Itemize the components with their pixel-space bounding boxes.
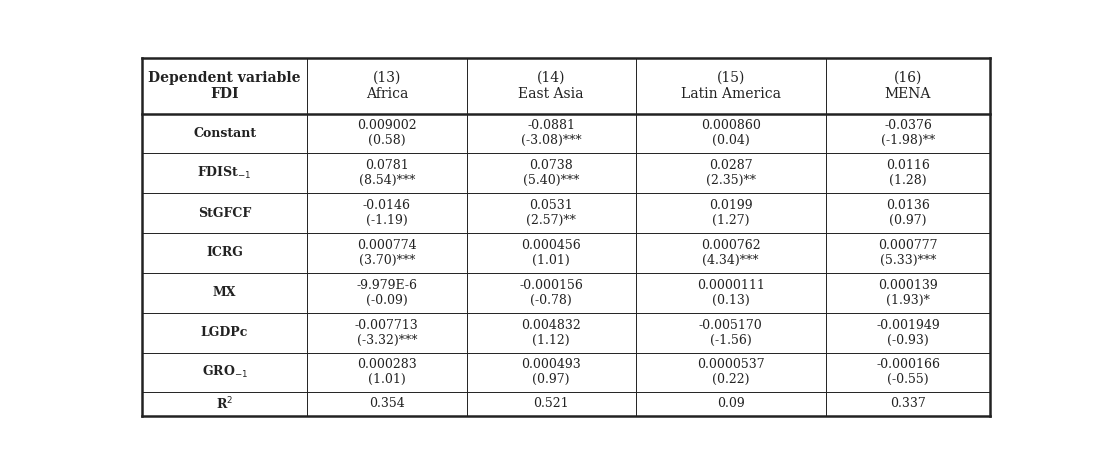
Text: ICRG: ICRG [207,246,243,259]
Text: (15)
Latin America: (15) Latin America [681,71,781,101]
Text: 0.000774
(3.70)***: 0.000774 (3.70)*** [357,239,417,267]
Text: 0.354: 0.354 [369,398,404,410]
Text: 0.000762
(4.34)***: 0.000762 (4.34)*** [701,239,760,267]
Text: -0.0881
(-3.08)***: -0.0881 (-3.08)*** [520,120,581,147]
Text: 0.0287
(2.35)**: 0.0287 (2.35)** [706,159,756,187]
Text: Dependent variable
FDI: Dependent variable FDI [148,71,301,101]
Text: Constant: Constant [193,127,256,140]
Text: 0.000456
(1.01): 0.000456 (1.01) [522,239,581,267]
Text: StGFCF: StGFCF [198,207,251,219]
Text: 0.0136
(0.97): 0.0136 (0.97) [886,199,930,227]
Text: -0.005170
(-1.56): -0.005170 (-1.56) [698,318,762,347]
Text: -0.007713
(-3.32)***: -0.007713 (-3.32)*** [355,318,419,347]
Text: -0.0146
(-1.19): -0.0146 (-1.19) [362,199,411,227]
Text: 0.000777
(5.33)***: 0.000777 (5.33)*** [878,239,938,267]
Text: 0.0531
(2.57)**: 0.0531 (2.57)** [526,199,576,227]
Text: -0.001949
(-0.93): -0.001949 (-0.93) [876,318,940,347]
Text: 0.0199
(1.27): 0.0199 (1.27) [709,199,753,227]
Text: 0.521: 0.521 [534,398,569,410]
Text: 0.000493
(0.97): 0.000493 (0.97) [522,358,581,386]
Text: 0.0000537
(0.22): 0.0000537 (0.22) [697,358,765,386]
Text: 0.0781
(8.54)***: 0.0781 (8.54)*** [359,159,415,187]
Text: -0.000156
(-0.78): -0.000156 (-0.78) [519,279,583,307]
Text: 0.000139
(1.93)*: 0.000139 (1.93)* [878,279,938,307]
Text: 0.009002
(0.58): 0.009002 (0.58) [357,120,417,147]
Text: (13)
Africa: (13) Africa [366,71,408,101]
Text: LGDPc: LGDPc [201,326,249,339]
Text: 0.09: 0.09 [717,398,745,410]
Text: (14)
East Asia: (14) East Asia [518,71,583,101]
Text: R$^{2}$: R$^{2}$ [217,396,233,412]
Text: GRO$_{-1}$: GRO$_{-1}$ [201,364,248,380]
Text: 0.004832
(1.12): 0.004832 (1.12) [522,318,581,347]
Text: 0.0000111
(0.13): 0.0000111 (0.13) [697,279,765,307]
Text: FDISt$_{-1}$: FDISt$_{-1}$ [198,165,252,182]
Text: 0.0116
(1.28): 0.0116 (1.28) [886,159,930,187]
Text: -0.0376
(-1.98)**: -0.0376 (-1.98)** [881,120,935,147]
Text: 0.337: 0.337 [891,398,926,410]
Text: MX: MX [213,286,236,299]
Text: 0.000283
(1.01): 0.000283 (1.01) [357,358,417,386]
Text: 0.000860
(0.04): 0.000860 (0.04) [701,120,760,147]
Text: -0.000166
(-0.55): -0.000166 (-0.55) [876,358,940,386]
Text: 0.0738
(5.40)***: 0.0738 (5.40)*** [523,159,579,187]
Text: (16)
MENA: (16) MENA [885,71,932,101]
Text: -9.979E-6
(-0.09): -9.979E-6 (-0.09) [356,279,418,307]
